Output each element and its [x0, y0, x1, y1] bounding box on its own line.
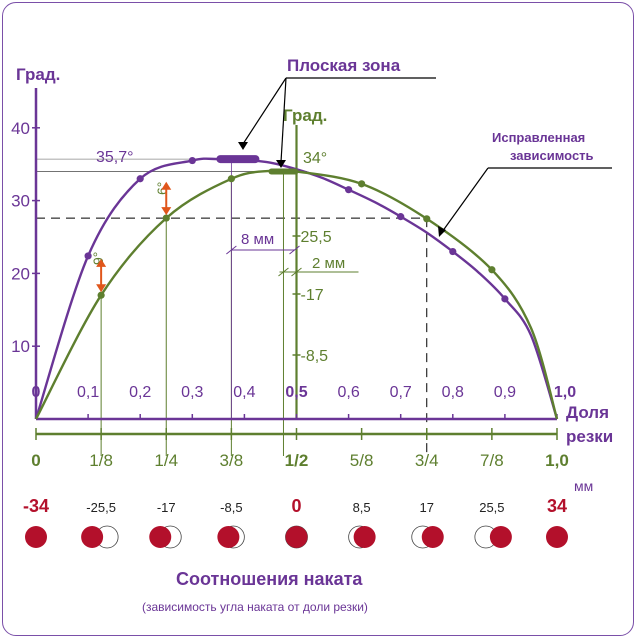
flat-zone-label: Плоская зона — [287, 56, 401, 75]
mm-tick-label: 8,5 — [353, 500, 371, 515]
mm-tick-label: -8,5 — [220, 500, 242, 515]
series-1-point — [423, 215, 431, 223]
roll-ball — [25, 526, 47, 548]
series-0-point — [449, 247, 457, 256]
flat-zone-leader-1 — [242, 77, 287, 145]
series-0-point — [84, 252, 92, 260]
secondary-tick-label: 25,5 — [301, 229, 332, 246]
roll-ball — [149, 526, 172, 548]
width-8mm-tick-left — [226, 245, 237, 255]
series-line-0 — [34, 157, 559, 420]
series-1-point — [162, 214, 170, 222]
roll-ball — [489, 526, 512, 548]
width-2mm-tick-left — [278, 267, 289, 277]
fraction-tick-label: 3/8 — [220, 451, 244, 470]
roll-ball — [353, 526, 376, 548]
diff-left-arrowhead-down — [96, 284, 107, 293]
flat-zone-arrowhead-1 — [238, 142, 248, 150]
y-tick-label: 20 — [11, 264, 30, 283]
flat-zone-purple-bar — [216, 155, 260, 164]
peak-purple-label: 35,7° — [96, 149, 134, 166]
width-2mm-tick-right — [291, 267, 302, 277]
mm-tick-label: 25,5 — [479, 500, 504, 515]
y-tick-label: 40 — [11, 119, 30, 138]
corrected-leader — [441, 167, 489, 233]
x-tick-label: 0,1 — [77, 384, 99, 401]
mm-unit-label: мм — [574, 478, 593, 494]
series-1-point — [488, 266, 496, 274]
y-axis-label: Град. — [16, 65, 60, 84]
diff-mid-arrowhead-up — [161, 181, 172, 190]
series-0-point — [501, 295, 509, 303]
bottom-title: Соотношения наката — [176, 569, 363, 589]
corrected-label-line2: зависимость — [510, 148, 594, 163]
x-tick-label: 0,9 — [494, 384, 516, 401]
mm-tick-label: -34 — [23, 496, 49, 516]
width-2mm-label: 2 мм — [312, 255, 345, 272]
series-0-point — [136, 175, 144, 183]
mm-tick-label: 0 — [291, 496, 301, 516]
mm-tick-label: 17 — [420, 500, 434, 515]
roll-ball — [217, 526, 240, 548]
y-tick-label: 10 — [11, 337, 30, 356]
secondary-tick-label: -8,5 — [301, 348, 329, 365]
x-tick-label: 0,3 — [181, 384, 203, 401]
chart-marks: 25,5 -17 -8,5 40 30 20 10 0 0,1 0,2 0,3 0,4 0,5 0,6 0,… — [11, 77, 612, 549]
roll-ball — [285, 526, 308, 548]
fraction-tick-label: 1/4 — [154, 451, 178, 470]
mm-tick-label: 34 — [547, 496, 567, 516]
fraction-tick-label: 1,0 — [545, 451, 569, 470]
corrected-label-line1: Исправленная — [492, 130, 585, 145]
width-8mm-label: 8 мм — [241, 231, 274, 248]
x-tick-label: 0,2 — [129, 384, 151, 401]
mm-tick-label: -17 — [157, 500, 176, 515]
mm-tick-label: -25,5 — [86, 500, 116, 515]
x-tick-label: 0,4 — [233, 384, 255, 401]
diff-left-arrowhead-up — [96, 258, 107, 267]
x-tick-label: 0,6 — [337, 384, 359, 401]
width-8mm-tick-right — [289, 245, 300, 255]
x-tick-label: 1,0 — [554, 384, 576, 401]
x-axis-label-line1: Доля — [566, 403, 609, 422]
peak-green-label: 34° — [303, 150, 327, 167]
x-tick-label: 0 — [32, 384, 41, 401]
figure-frame — [2, 2, 634, 636]
bottom-subtitle: (зависимость угла наката от доли резки) — [142, 600, 368, 614]
x-tick-label: 0,7 — [390, 384, 412, 401]
diff-mid-arrowhead-down — [161, 207, 172, 216]
fraction-tick-label: 0 — [31, 451, 40, 470]
secondary-tick-label: -17 — [301, 287, 324, 304]
x-axis-label-line2: резки — [566, 427, 613, 446]
flat-zone-arrowhead-2 — [276, 160, 286, 168]
roll-ball — [421, 526, 444, 548]
series-1-point — [358, 180, 366, 188]
series-0-point — [397, 213, 405, 221]
flat-zone-leader-2 — [280, 77, 287, 163]
series-1-point — [227, 175, 235, 183]
flat-zone-green-bar — [268, 168, 299, 175]
series-1-point — [97, 291, 105, 299]
corrected-arrowhead — [438, 226, 446, 237]
fraction-tick-label: 5/8 — [350, 451, 374, 470]
fraction-tick-label: 7/8 — [480, 451, 504, 470]
roll-ball — [81, 526, 104, 548]
series-0-point — [188, 156, 196, 165]
series-0-point — [345, 186, 353, 194]
y-tick-label: 30 — [11, 192, 30, 211]
secondary-y-axis-label: Град. — [283, 106, 327, 125]
x-tick-label: 0,5 — [285, 384, 307, 401]
fraction-tick-label: 3/4 — [415, 451, 439, 470]
roll-ball — [546, 526, 568, 548]
fraction-tick-label: 1/8 — [89, 451, 113, 470]
fraction-tick-label: 1/2 — [285, 451, 309, 470]
x-tick-label: 0,8 — [442, 384, 464, 401]
